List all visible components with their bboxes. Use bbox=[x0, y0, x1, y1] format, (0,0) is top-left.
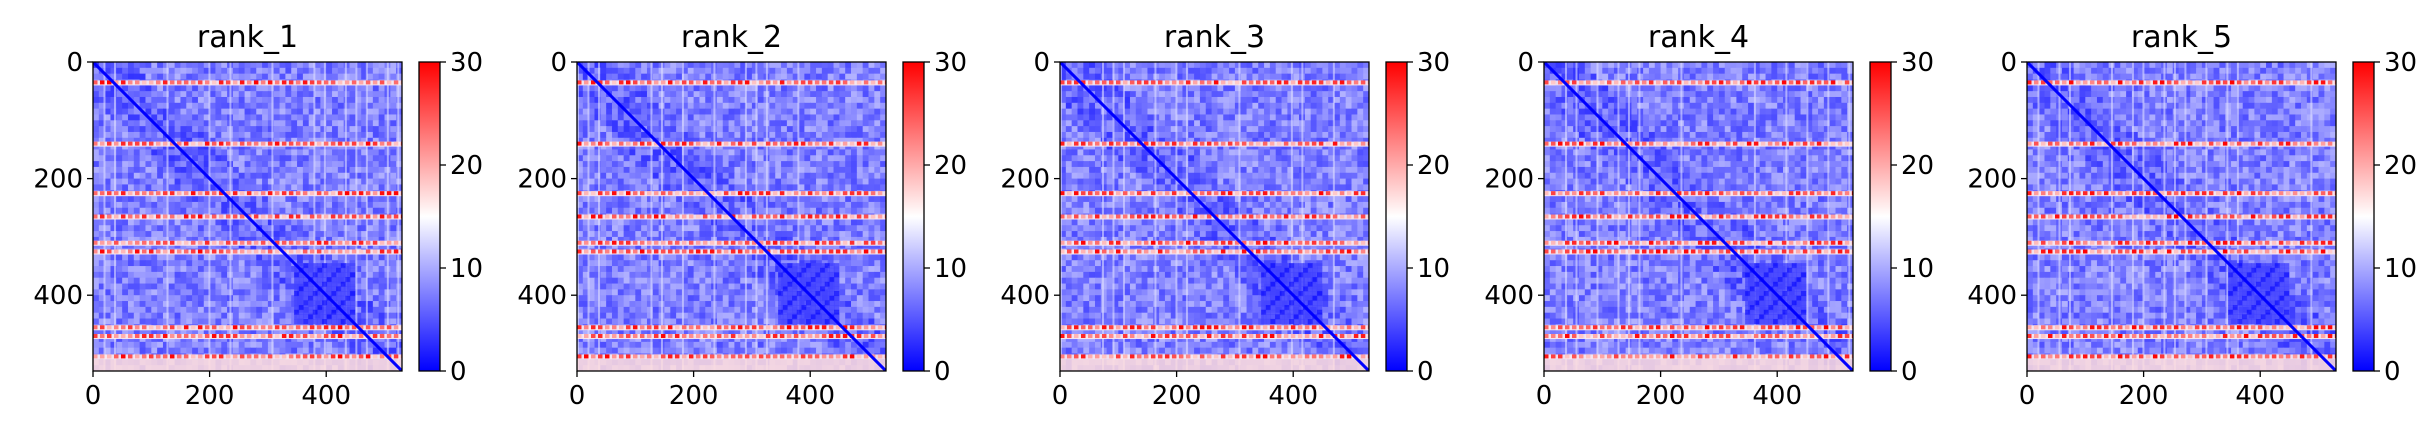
heatmap-diagonal bbox=[2027, 62, 2336, 371]
heatmap-cells bbox=[1060, 62, 1369, 371]
y-tick-label: 200 bbox=[517, 165, 567, 195]
x-tick-label: 200 bbox=[185, 381, 235, 411]
colorbar-tick-label: 30 bbox=[934, 48, 967, 78]
x-tick-label: 200 bbox=[1152, 381, 1202, 411]
x-tick-label: 200 bbox=[669, 381, 719, 411]
y-tick-label: 200 bbox=[1967, 165, 2017, 195]
heatmap-diagonal bbox=[1544, 62, 1853, 371]
y-tick-label: 0 bbox=[66, 48, 83, 78]
colorbar-tick-label: 30 bbox=[1901, 48, 1934, 78]
heatmap-diagonal bbox=[577, 62, 886, 371]
colorbar-tick-label: 20 bbox=[2384, 151, 2417, 181]
heatmap-panel-2: rank_2 0 200 400 0 200 400 0 10 20 30 bbox=[517, 20, 967, 411]
x-tick-label: 200 bbox=[1636, 381, 1686, 411]
colorbar-tick-label: 30 bbox=[450, 48, 483, 78]
y-tick-label: 0 bbox=[550, 48, 567, 78]
y-tick-label: 200 bbox=[1484, 165, 1534, 195]
x-tick-label: 200 bbox=[2119, 381, 2169, 411]
x-tick-label: 400 bbox=[1752, 381, 1802, 411]
panel-title: rank_3 bbox=[1164, 20, 1265, 55]
colorbar-tick-label: 0 bbox=[1901, 357, 1918, 387]
heatmap-panel-3: rank_3 0 200 400 0 200 400 0 10 20 30 bbox=[1000, 20, 1450, 411]
heatmap-cells bbox=[1544, 62, 1853, 371]
y-tick-label: 400 bbox=[1484, 281, 1534, 311]
y-tick-label: 400 bbox=[33, 281, 83, 311]
y-tick-label: 0 bbox=[2000, 48, 2017, 78]
x-tick-label: 400 bbox=[785, 381, 835, 411]
colorbar-tick-label: 30 bbox=[2384, 48, 2417, 78]
heatmap-cells bbox=[577, 62, 886, 371]
colorbar-tick-label: 0 bbox=[2384, 357, 2401, 387]
heatmap-diagonal bbox=[1060, 62, 1369, 371]
heatmap-diagonal bbox=[93, 62, 402, 371]
colorbar-tick-label: 10 bbox=[2384, 254, 2417, 284]
colorbar-tick-label: 20 bbox=[1901, 151, 1934, 181]
colorbar-tick-label: 0 bbox=[1417, 357, 1434, 387]
colorbar-tick-label: 10 bbox=[450, 254, 483, 284]
colorbar bbox=[418, 61, 441, 372]
colorbar-tick-label: 0 bbox=[934, 357, 951, 387]
x-tick-label: 400 bbox=[1268, 381, 1318, 411]
colorbar-tick-label: 10 bbox=[934, 254, 967, 284]
x-tick-label: 0 bbox=[85, 381, 102, 411]
heatmap-cells bbox=[2027, 62, 2336, 371]
colorbar-tick-label: 10 bbox=[1417, 254, 1450, 284]
colorbar bbox=[2352, 61, 2375, 372]
colorbar-tick-label: 30 bbox=[1417, 48, 1450, 78]
x-tick-label: 0 bbox=[1536, 381, 1553, 411]
heatmap-cells bbox=[93, 62, 402, 371]
axes-frame bbox=[92, 61, 403, 372]
panel-title: rank_1 bbox=[197, 20, 298, 55]
heatmap-panel-1: rank_1 0 200 400 0 200 400 0 10 20 30 bbox=[33, 20, 483, 411]
x-tick-label: 400 bbox=[301, 381, 351, 411]
y-tick-label: 0 bbox=[1033, 48, 1050, 78]
x-tick-label: 0 bbox=[1052, 381, 1069, 411]
y-tick-label: 200 bbox=[1000, 165, 1050, 195]
heatmap-panel-4: rank_4 0 200 400 0 200 400 0 10 20 30 bbox=[1484, 20, 1934, 411]
colorbar-tick-label: 20 bbox=[1417, 151, 1450, 181]
x-tick-label: 0 bbox=[2019, 381, 2036, 411]
y-tick-label: 0 bbox=[1517, 48, 1534, 78]
axes-frame bbox=[2026, 61, 2337, 372]
axes-frame bbox=[1059, 61, 1370, 372]
axes-frame bbox=[1543, 61, 1854, 372]
heatmap-panel-5: rank_5 0 200 400 0 200 400 0 10 20 30 bbox=[1967, 20, 2417, 411]
colorbar-tick-label: 20 bbox=[934, 151, 967, 181]
y-tick-label: 200 bbox=[33, 165, 83, 195]
y-tick-label: 400 bbox=[517, 281, 567, 311]
x-tick-label: 400 bbox=[2235, 381, 2285, 411]
colorbar-tick-label: 10 bbox=[1901, 254, 1934, 284]
axes-frame bbox=[576, 61, 887, 372]
y-tick-label: 400 bbox=[1967, 281, 2017, 311]
y-tick-label: 400 bbox=[1000, 281, 1050, 311]
colorbar bbox=[1869, 61, 1892, 372]
panel-title: rank_5 bbox=[2131, 20, 2232, 55]
panel-title: rank_4 bbox=[1648, 20, 1749, 55]
panel-title: rank_2 bbox=[681, 20, 782, 55]
colorbar-tick-label: 0 bbox=[450, 357, 467, 387]
colorbar bbox=[1385, 61, 1408, 372]
x-tick-label: 0 bbox=[569, 381, 586, 411]
colorbar-tick-label: 20 bbox=[450, 151, 483, 181]
colorbar bbox=[902, 61, 925, 372]
